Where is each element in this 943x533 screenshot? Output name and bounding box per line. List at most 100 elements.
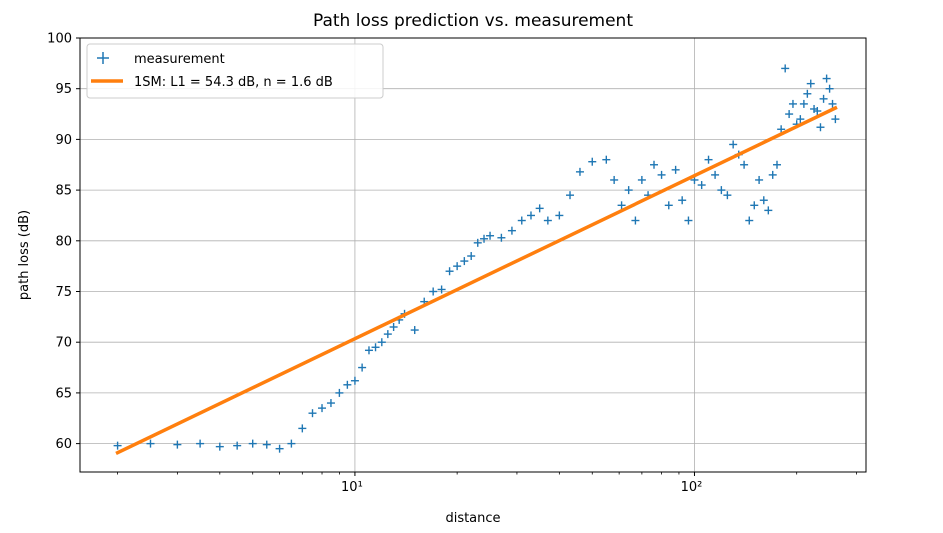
x-axis-label: distance [445,511,500,526]
measurement-point [437,285,446,294]
measurement-point [617,201,626,210]
y-tick-label: 95 [55,82,72,97]
y-tick-label: 100 [47,32,72,47]
measurement-point [799,99,808,108]
y-tick-label: 75 [55,285,72,300]
y-axis-label: path loss (dB) [17,210,32,300]
y-tick-label: 85 [55,184,72,199]
measurement-point [262,440,271,449]
measurement-point [650,160,659,169]
measurement-point [377,338,386,347]
legend: measurement 1SM: L1 = 54.3 dB, n = 1.6 d… [86,43,384,99]
measurement-point [657,170,666,179]
measurement-point [828,99,837,108]
legend-label-measurement: measurement [134,52,225,67]
measurement-series [113,64,840,453]
measurement-point [555,211,564,220]
measurement-point [326,399,335,408]
measurement-point [768,170,777,179]
measurement-point [711,170,720,179]
measurement-point [517,216,526,225]
x-tick-label: 10¹ [341,480,363,495]
measurement-point [813,107,822,116]
plot-area [113,64,840,456]
measurement-point [796,115,805,124]
measurement-point [825,84,834,93]
measurement-point [723,191,732,200]
measurement-point [697,181,706,190]
legend-box [86,43,384,99]
measurement-point [566,191,575,200]
measurement-point [588,157,597,166]
measurement-point [624,186,633,195]
axes-frame [79,37,867,473]
measurement-point [358,363,367,372]
grid-lines [80,37,866,472]
chart-title: Path loss prediction vs. measurement [313,11,633,31]
measurement-point [788,99,797,108]
measurement-point [350,376,359,385]
measurement-point [113,441,122,450]
measurement-point [602,155,611,164]
measurement-point [745,216,754,225]
measurement-point [684,216,693,225]
legend-label-fit: 1SM: L1 = 54.3 dB, n = 1.6 dB [134,75,333,90]
measurement-point [467,252,476,261]
measurement-point [631,216,640,225]
measurement-point [275,444,284,453]
measurement-point [764,206,773,215]
y-axis-ticks: 60 65 70 75 80 85 90 95 100 [47,32,80,452]
measurement-point [781,64,790,73]
measurement-point [543,216,552,225]
measurement-point [785,110,794,119]
measurement-point [497,233,506,242]
measurement-point [803,89,812,98]
y-tick-label: 90 [55,133,72,148]
x-axis-ticks: 10¹ 10² [117,472,857,495]
measurement-point [678,196,687,205]
y-tick-label: 70 [55,336,72,351]
measurement-point [575,167,584,176]
measurement-point [480,234,489,243]
measurement-point [318,404,327,413]
measurement-point [717,186,726,195]
measurement-point [233,441,242,450]
measurement-point [822,74,831,83]
measurement-point [460,257,469,266]
measurement-point [526,211,535,220]
measurement-point [453,262,462,271]
measurement-point [671,165,680,174]
legend-marker-measurement [97,52,109,64]
x-tick-label: 10² [681,480,703,495]
y-tick-label: 60 [55,437,72,452]
measurement-point [215,442,224,451]
measurement-point [704,155,713,164]
measurement-point [637,175,646,184]
measurement-point [750,201,759,210]
measurement-point [806,79,815,88]
measurement-point [389,322,398,331]
measurement-point [383,330,392,339]
measurement-point [740,160,749,169]
measurement-point [535,204,544,213]
measurement-point [445,267,454,276]
y-tick-label: 65 [55,386,72,401]
measurement-point [772,160,781,169]
measurement-point [831,115,840,124]
measurement-point [664,201,673,210]
measurement-point [335,388,344,397]
measurement-point [308,409,317,418]
measurement-point [173,440,182,449]
measurement-point [473,238,482,247]
measurement-point [819,94,828,103]
measurement-point [610,175,619,184]
measurement-point [507,226,516,235]
measurement-point [759,196,768,205]
measurement-point [816,123,825,132]
measurement-point [755,175,764,184]
fit-line-series [115,105,838,456]
measurement-point [371,343,380,352]
fit-line [115,105,838,456]
measurement-point [429,287,438,296]
